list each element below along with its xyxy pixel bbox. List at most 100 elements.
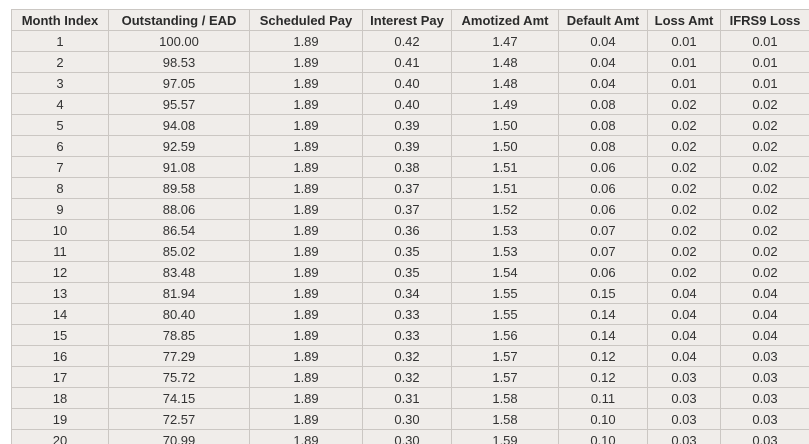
cell-loss-amt: 0.04 [647,324,721,346]
cell-month-index: 18 [11,387,109,409]
column-header-amortized-amt: Amotized Amt [451,9,559,31]
cell-month-index: 16 [11,345,109,367]
cell-interest-pay: 0.35 [362,261,452,283]
cell-loss-amt: 0.02 [647,177,721,199]
cell-month-index: 2 [11,51,109,73]
cell-scheduled-pay: 1.89 [249,261,363,283]
cell-ifrs9-loss: 0.02 [720,240,809,262]
cell-amortized-amt: 1.55 [451,282,559,304]
table-body: 1 100.00 1.89 0.42 1.47 0.04 0.01 0.01 2 98.53 1.8… [11,30,809,444]
cell-interest-pay: 0.30 [362,408,452,430]
cell-default-amt: 0.10 [558,429,648,444]
cell-scheduled-pay: 1.89 [249,387,363,409]
cell-outstanding-ead: 95.57 [108,93,250,115]
table-row: 2 98.53 1.89 0.41 1.48 0.04 0.01 0.01 [11,51,809,73]
cell-default-amt: 0.06 [558,177,648,199]
cell-ifrs9-loss: 0.02 [720,198,809,220]
cell-default-amt: 0.10 [558,408,648,430]
cell-scheduled-pay: 1.89 [249,345,363,367]
cell-month-index: 11 [11,240,109,262]
cell-scheduled-pay: 1.89 [249,240,363,262]
cell-amortized-amt: 1.49 [451,93,559,115]
cell-default-amt: 0.11 [558,387,648,409]
cell-scheduled-pay: 1.89 [249,30,363,52]
cell-scheduled-pay: 1.89 [249,93,363,115]
cell-month-index: 6 [11,135,109,157]
cell-amortized-amt: 1.58 [451,387,559,409]
cell-ifrs9-loss: 0.01 [720,30,809,52]
loss-schedule-table: Month Index Outstanding / EAD Scheduled Pa… [11,9,809,444]
cell-month-index: 10 [11,219,109,241]
cell-default-amt: 0.06 [558,156,648,178]
table-row: 16 77.29 1.89 0.32 1.57 0.12 0.04 0.03 [11,345,809,367]
loss-schedule-table-container: Month Index Outstanding / EAD Scheduled Pa… [11,9,809,444]
cell-outstanding-ead: 100.00 [108,30,250,52]
cell-loss-amt: 0.03 [647,387,721,409]
cell-loss-amt: 0.01 [647,30,721,52]
cell-outstanding-ead: 83.48 [108,261,250,283]
cell-outstanding-ead: 86.54 [108,219,250,241]
cell-ifrs9-loss: 0.03 [720,408,809,430]
table-row: 15 78.85 1.89 0.33 1.56 0.14 0.04 0.04 [11,324,809,346]
cell-loss-amt: 0.03 [647,429,721,444]
table-row: 11 85.02 1.89 0.35 1.53 0.07 0.02 0.02 [11,240,809,262]
cell-month-index: 13 [11,282,109,304]
cell-interest-pay: 0.30 [362,429,452,444]
cell-loss-amt: 0.04 [647,303,721,325]
cell-amortized-amt: 1.58 [451,408,559,430]
cell-default-amt: 0.08 [558,114,648,136]
table-header: Month Index Outstanding / EAD Scheduled Pa… [11,9,809,31]
cell-ifrs9-loss: 0.02 [720,93,809,115]
cell-month-index: 19 [11,408,109,430]
cell-loss-amt: 0.02 [647,198,721,220]
column-header-outstanding-ead: Outstanding / EAD [108,9,250,31]
cell-outstanding-ead: 80.40 [108,303,250,325]
cell-default-amt: 0.07 [558,219,648,241]
cell-month-index: 15 [11,324,109,346]
cell-amortized-amt: 1.48 [451,51,559,73]
cell-month-index: 20 [11,429,109,444]
table-row: 4 95.57 1.89 0.40 1.49 0.08 0.02 0.02 [11,93,809,115]
cell-scheduled-pay: 1.89 [249,219,363,241]
column-header-loss-amt: Loss Amt [647,9,721,31]
table-row: 19 72.57 1.89 0.30 1.58 0.10 0.03 0.03 [11,408,809,430]
cell-outstanding-ead: 74.15 [108,387,250,409]
cell-ifrs9-loss: 0.04 [720,282,809,304]
cell-scheduled-pay: 1.89 [249,114,363,136]
table-row: 3 97.05 1.89 0.40 1.48 0.04 0.01 0.01 [11,72,809,94]
cell-default-amt: 0.15 [558,282,648,304]
cell-ifrs9-loss: 0.04 [720,303,809,325]
table-row: 14 80.40 1.89 0.33 1.55 0.14 0.04 0.04 [11,303,809,325]
cell-outstanding-ead: 89.58 [108,177,250,199]
cell-ifrs9-loss: 0.02 [720,177,809,199]
cell-ifrs9-loss: 0.03 [720,366,809,388]
cell-ifrs9-loss: 0.01 [720,72,809,94]
cell-scheduled-pay: 1.89 [249,156,363,178]
cell-outstanding-ead: 97.05 [108,72,250,94]
table-row: 8 89.58 1.89 0.37 1.51 0.06 0.02 0.02 [11,177,809,199]
cell-outstanding-ead: 92.59 [108,135,250,157]
table-row: 5 94.08 1.89 0.39 1.50 0.08 0.02 0.02 [11,114,809,136]
cell-ifrs9-loss: 0.02 [720,135,809,157]
cell-scheduled-pay: 1.89 [249,282,363,304]
cell-ifrs9-loss: 0.03 [720,387,809,409]
cell-amortized-amt: 1.51 [451,177,559,199]
cell-interest-pay: 0.40 [362,72,452,94]
cell-amortized-amt: 1.50 [451,135,559,157]
cell-interest-pay: 0.35 [362,240,452,262]
cell-loss-amt: 0.03 [647,408,721,430]
cell-amortized-amt: 1.53 [451,219,559,241]
cell-interest-pay: 0.31 [362,387,452,409]
cell-outstanding-ead: 85.02 [108,240,250,262]
cell-scheduled-pay: 1.89 [249,51,363,73]
cell-amortized-amt: 1.48 [451,72,559,94]
table-row: 12 83.48 1.89 0.35 1.54 0.06 0.02 0.02 [11,261,809,283]
cell-outstanding-ead: 88.06 [108,198,250,220]
cell-loss-amt: 0.01 [647,51,721,73]
cell-ifrs9-loss: 0.02 [720,114,809,136]
cell-default-amt: 0.14 [558,303,648,325]
table-row: 18 74.15 1.89 0.31 1.58 0.11 0.03 0.03 [11,387,809,409]
cell-loss-amt: 0.03 [647,366,721,388]
cell-amortized-amt: 1.56 [451,324,559,346]
cell-outstanding-ead: 72.57 [108,408,250,430]
